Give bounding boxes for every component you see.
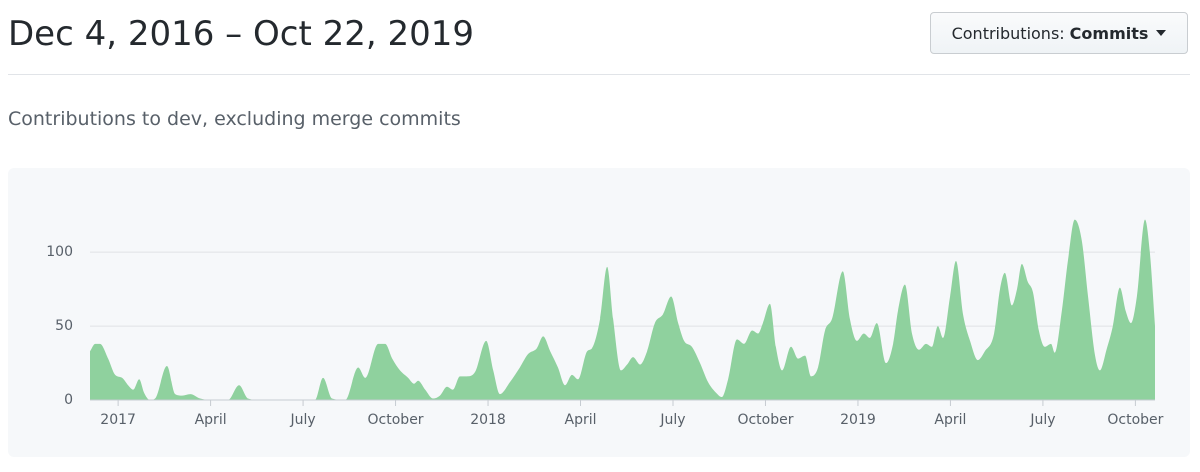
dropdown-caret <box>1156 30 1167 36</box>
y-tick-label: 100 <box>46 244 73 260</box>
x-tick-label: 2017 <box>100 412 136 428</box>
x-tick-label: 2018 <box>470 412 506 428</box>
chart-subtitle: Contributions to dev, excluding merge co… <box>8 108 461 130</box>
commits-area <box>90 219 1155 400</box>
x-tick-label: April <box>195 412 227 428</box>
dropdown-label: Contributions: <box>951 23 1065 43</box>
x-tick-label: April <box>565 412 597 428</box>
x-tick-label: October <box>368 412 424 428</box>
y-tick-label: 0 <box>64 392 73 408</box>
x-tick-label: 2019 <box>840 412 876 428</box>
date-range-title: Dec 4, 2016 – Oct 22, 2019 <box>8 14 474 54</box>
dropdown-value: Commits <box>1069 23 1149 43</box>
x-tick-label: April <box>934 412 966 428</box>
contributions-dropdown[interactable]: Contributions: Commits <box>930 12 1188 54</box>
x-tick-label: October <box>737 412 793 428</box>
y-tick-label: 50 <box>55 318 73 334</box>
x-tick-label: October <box>1107 412 1163 428</box>
x-tick-label: July <box>1029 412 1055 428</box>
divider <box>8 74 1190 75</box>
x-tick-label: July <box>659 412 685 428</box>
x-tick-label: July <box>289 412 315 428</box>
